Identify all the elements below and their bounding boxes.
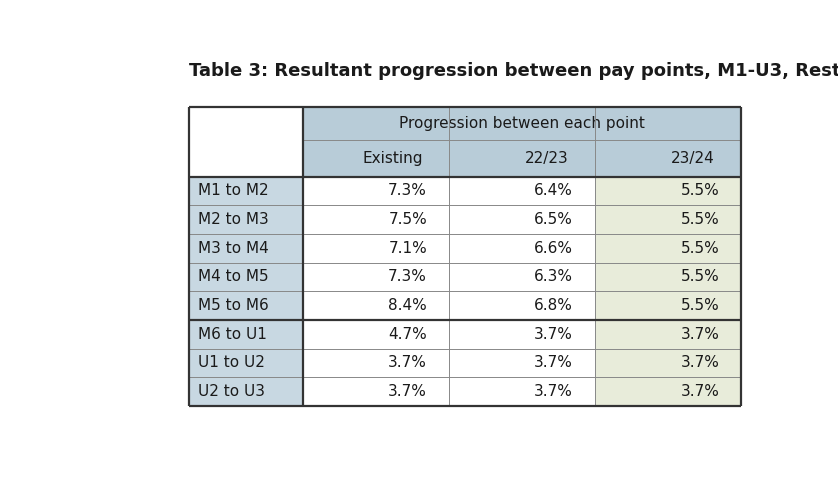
Bar	[303, 177, 449, 205]
Bar	[189, 349, 303, 377]
Bar	[449, 140, 595, 177]
Text: 4.7%: 4.7%	[388, 326, 427, 342]
Bar	[189, 140, 303, 177]
Bar	[303, 263, 449, 291]
Bar	[449, 377, 595, 406]
Bar	[303, 349, 449, 377]
Bar	[189, 205, 303, 234]
Text: 7.3%: 7.3%	[388, 270, 427, 284]
Bar	[595, 320, 742, 349]
Bar	[595, 349, 742, 377]
Text: M3 to M4: M3 to M4	[198, 241, 268, 256]
Text: U2 to U3: U2 to U3	[198, 384, 265, 399]
Text: 6.6%: 6.6%	[534, 241, 573, 256]
Text: 6.5%: 6.5%	[535, 212, 573, 227]
Text: 5.5%: 5.5%	[680, 212, 719, 227]
Bar	[449, 234, 595, 263]
Text: M5 to M6: M5 to M6	[198, 298, 268, 313]
Bar	[595, 263, 742, 291]
Bar	[449, 349, 595, 377]
Text: Table 3: Resultant progression between pay points, M1-U3, Rest of England: Table 3: Resultant progression between p…	[189, 62, 838, 80]
Text: 23/24: 23/24	[671, 151, 715, 165]
Text: M2 to M3: M2 to M3	[198, 212, 268, 227]
Text: 3.7%: 3.7%	[535, 326, 573, 342]
Bar	[189, 320, 303, 349]
Text: 7.1%: 7.1%	[388, 241, 427, 256]
Text: Progression between each point: Progression between each point	[399, 116, 645, 131]
Text: 5.5%: 5.5%	[680, 241, 719, 256]
Text: 6.8%: 6.8%	[535, 298, 573, 313]
Bar	[449, 263, 595, 291]
Bar	[303, 205, 449, 234]
Bar	[189, 234, 303, 263]
Text: 3.7%: 3.7%	[680, 384, 719, 399]
Text: 7.3%: 7.3%	[388, 184, 427, 198]
Bar	[303, 320, 449, 349]
Bar	[303, 377, 449, 406]
Text: 5.5%: 5.5%	[680, 298, 719, 313]
Text: 3.7%: 3.7%	[680, 355, 719, 370]
Text: 5.5%: 5.5%	[680, 184, 719, 198]
Text: 22/23: 22/23	[525, 151, 569, 165]
Bar	[189, 291, 303, 320]
Text: 3.7%: 3.7%	[388, 384, 427, 399]
Bar	[595, 234, 742, 263]
Text: 3.7%: 3.7%	[535, 355, 573, 370]
Text: 8.4%: 8.4%	[388, 298, 427, 313]
Bar	[189, 107, 303, 140]
Bar	[189, 177, 303, 205]
Bar	[595, 140, 742, 177]
Text: 3.7%: 3.7%	[388, 355, 427, 370]
Text: 3.7%: 3.7%	[680, 326, 719, 342]
Bar	[449, 320, 595, 349]
Text: M6 to U1: M6 to U1	[198, 326, 266, 342]
Bar	[449, 291, 595, 320]
Text: Existing: Existing	[362, 151, 422, 165]
Bar	[595, 177, 742, 205]
Bar	[189, 263, 303, 291]
Bar	[303, 234, 449, 263]
Bar	[189, 377, 303, 406]
Bar	[595, 377, 742, 406]
Bar	[595, 291, 742, 320]
Text: 6.3%: 6.3%	[534, 270, 573, 284]
Bar	[595, 205, 742, 234]
Text: 3.7%: 3.7%	[535, 384, 573, 399]
Text: M4 to M5: M4 to M5	[198, 270, 268, 284]
Bar	[303, 291, 449, 320]
Bar	[303, 140, 449, 177]
Text: 6.4%: 6.4%	[535, 184, 573, 198]
Text: M1 to M2: M1 to M2	[198, 184, 268, 198]
Bar	[449, 205, 595, 234]
Text: U1 to U2: U1 to U2	[198, 355, 265, 370]
Bar	[449, 177, 595, 205]
Text: 5.5%: 5.5%	[680, 270, 719, 284]
Text: 7.5%: 7.5%	[388, 212, 427, 227]
Bar	[303, 107, 742, 140]
